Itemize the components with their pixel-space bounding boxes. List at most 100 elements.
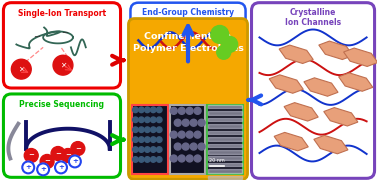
Circle shape [144, 117, 150, 123]
Text: +: + [25, 164, 31, 170]
FancyBboxPatch shape [132, 105, 168, 174]
Circle shape [186, 131, 193, 138]
Circle shape [194, 155, 201, 162]
Circle shape [71, 142, 85, 155]
FancyBboxPatch shape [3, 3, 121, 88]
Circle shape [217, 45, 231, 59]
Text: −: − [55, 151, 61, 157]
Polygon shape [208, 118, 242, 121]
Circle shape [156, 107, 162, 113]
FancyBboxPatch shape [129, 19, 248, 179]
Text: Confinements in: Confinements in [144, 32, 232, 41]
Circle shape [156, 147, 162, 152]
Circle shape [144, 147, 150, 152]
Polygon shape [284, 103, 318, 121]
Polygon shape [339, 73, 373, 91]
Circle shape [170, 107, 177, 114]
FancyBboxPatch shape [130, 3, 246, 64]
Polygon shape [319, 41, 353, 60]
Circle shape [55, 161, 67, 173]
Polygon shape [208, 150, 242, 153]
Circle shape [133, 117, 138, 123]
Polygon shape [208, 124, 242, 128]
Circle shape [178, 155, 185, 162]
Circle shape [133, 157, 138, 162]
Text: 20 nm: 20 nm [209, 158, 225, 163]
Circle shape [139, 137, 144, 142]
Polygon shape [208, 131, 242, 134]
Circle shape [150, 137, 156, 142]
Text: Single-Ion Transport: Single-Ion Transport [18, 9, 106, 18]
Circle shape [144, 157, 150, 162]
Circle shape [22, 161, 34, 173]
Circle shape [178, 107, 185, 114]
Text: −: − [62, 28, 68, 37]
FancyBboxPatch shape [170, 105, 205, 174]
Circle shape [178, 131, 185, 138]
Circle shape [156, 157, 162, 162]
Circle shape [150, 147, 156, 152]
Circle shape [144, 107, 150, 113]
Text: −: − [28, 153, 34, 159]
Circle shape [186, 107, 193, 114]
Circle shape [133, 107, 138, 113]
Text: ✕: ✕ [18, 65, 25, 74]
Circle shape [139, 107, 144, 113]
Text: ✕: ✕ [60, 61, 66, 70]
Polygon shape [274, 132, 308, 151]
Text: +: + [40, 166, 46, 172]
Circle shape [150, 127, 156, 132]
Text: −: − [33, 32, 40, 41]
Circle shape [69, 155, 81, 167]
Polygon shape [208, 105, 242, 108]
Circle shape [24, 149, 38, 162]
Circle shape [170, 131, 177, 138]
Circle shape [139, 147, 144, 152]
Polygon shape [208, 111, 242, 115]
Polygon shape [208, 163, 242, 166]
Circle shape [182, 119, 189, 126]
Circle shape [139, 127, 144, 132]
Circle shape [150, 157, 156, 162]
FancyBboxPatch shape [251, 3, 375, 178]
Circle shape [198, 143, 205, 150]
Text: −: − [75, 146, 81, 151]
Circle shape [186, 155, 193, 162]
Circle shape [198, 119, 205, 126]
Text: Crystalline: Crystalline [290, 8, 336, 17]
Circle shape [182, 143, 189, 150]
Text: −: − [65, 153, 71, 159]
Circle shape [222, 36, 238, 52]
Text: Precise Sequencing: Precise Sequencing [20, 100, 104, 109]
Circle shape [194, 107, 201, 114]
Circle shape [190, 119, 197, 126]
Circle shape [133, 137, 138, 142]
Circle shape [156, 137, 162, 142]
Circle shape [211, 26, 229, 43]
Polygon shape [269, 75, 303, 93]
Circle shape [139, 117, 144, 123]
Text: Ion Channels: Ion Channels [285, 18, 341, 27]
Text: −: − [44, 158, 50, 165]
Circle shape [174, 119, 181, 126]
Polygon shape [208, 144, 242, 147]
FancyBboxPatch shape [207, 105, 243, 174]
Polygon shape [208, 169, 242, 173]
Circle shape [144, 137, 150, 142]
Polygon shape [304, 78, 338, 96]
Text: End-Group Chemistry: End-Group Chemistry [142, 8, 234, 17]
Polygon shape [208, 157, 242, 160]
Circle shape [174, 143, 181, 150]
Circle shape [150, 117, 156, 123]
Polygon shape [344, 48, 378, 66]
Circle shape [61, 149, 75, 162]
Polygon shape [324, 108, 358, 126]
Circle shape [133, 127, 138, 132]
Circle shape [194, 131, 201, 138]
Circle shape [133, 147, 138, 152]
Circle shape [156, 127, 162, 132]
Polygon shape [314, 135, 348, 154]
Circle shape [190, 143, 197, 150]
Circle shape [170, 155, 177, 162]
Circle shape [156, 117, 162, 123]
